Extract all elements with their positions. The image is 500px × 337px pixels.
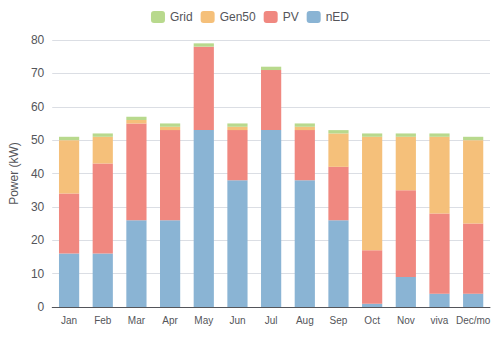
svg-text:Dec/mo: Dec/mo: [456, 315, 491, 326]
svg-text:Power (kW): Power (kW): [7, 142, 21, 205]
svg-text:Apr: Apr: [162, 315, 178, 326]
svg-text:60: 60: [31, 100, 45, 114]
svg-text:Aug: Aug: [296, 315, 314, 326]
svg-text:Gen50: Gen50: [220, 10, 256, 24]
svg-text:Grid: Grid: [170, 10, 193, 24]
svg-text:Sep: Sep: [330, 315, 348, 326]
svg-text:10: 10: [31, 267, 45, 281]
svg-text:Nov: Nov: [397, 315, 415, 326]
svg-text:May: May: [194, 315, 213, 326]
svg-text:Mar: Mar: [128, 315, 146, 326]
svg-text:Jul: Jul: [265, 315, 278, 326]
svg-text:viva: viva: [431, 315, 449, 326]
svg-text:Feb: Feb: [94, 315, 112, 326]
svg-text:0: 0: [38, 300, 45, 314]
svg-text:Jan: Jan: [61, 315, 77, 326]
svg-text:50: 50: [31, 133, 45, 147]
svg-text:70: 70: [31, 66, 45, 80]
svg-text:Oct: Oct: [364, 315, 380, 326]
svg-text:40: 40: [31, 167, 45, 181]
svg-text:nED: nED: [326, 10, 350, 24]
svg-text:30: 30: [31, 200, 45, 214]
svg-text:Jun: Jun: [229, 315, 245, 326]
svg-text:80: 80: [31, 33, 45, 47]
svg-text:PV: PV: [283, 10, 299, 24]
svg-text:20: 20: [31, 233, 45, 247]
